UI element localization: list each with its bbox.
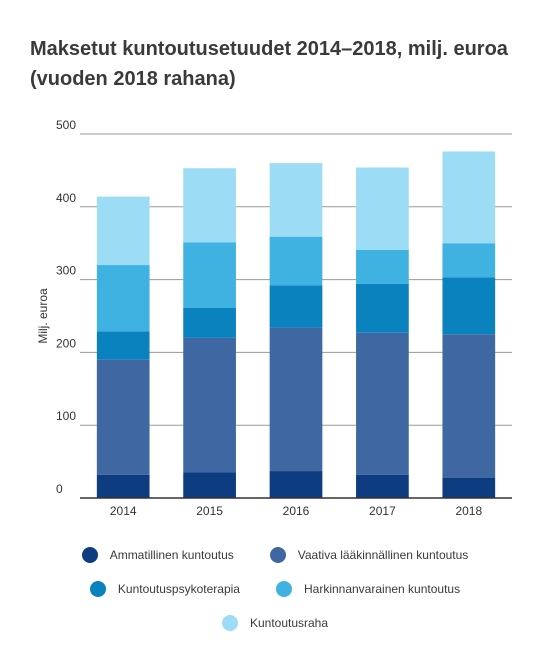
y-tick-label: 200 — [56, 336, 76, 350]
bar-segment — [442, 243, 496, 278]
stacked-bar-chart: 0 100 200 300 400 500 Milj. euroa 2014 2015 2016 2… — [36, 118, 512, 518]
chart-legend: Ammatillinen kuntoutus Vaativa lääkinnäl… — [0, 538, 550, 640]
bar-segment — [183, 242, 236, 308]
bar-segment — [96, 196, 150, 266]
legend-item-ammatillinen[interactable]: Ammatillinen kuntoutus — [81, 547, 234, 563]
legend-label-ammatillinen: Ammatillinen kuntoutus — [109, 548, 234, 562]
legend-label-psykoterapia: Kuntoutuspsykoterapia — [117, 582, 240, 596]
bar-segment — [96, 474, 150, 498]
x-tick-label: 2014 — [110, 504, 137, 518]
bar-segment — [183, 307, 236, 338]
y-tick-label: 300 — [56, 264, 76, 278]
y-tick-label: 0 — [56, 482, 63, 496]
legend-row: Ammatillinen kuntoutus Vaativa lääkinnäl… — [0, 538, 550, 572]
bar-segment — [269, 471, 323, 498]
bar-segment — [96, 331, 150, 360]
y-tick-label: 400 — [56, 191, 76, 205]
legend-swatch-ammatillinen — [81, 547, 98, 563]
bar-segment — [183, 168, 236, 243]
chart-title: Maksetut kuntoutusetuudet 2014–2018, mil… — [30, 38, 508, 90]
legend-swatch-psykoterapia — [89, 581, 106, 597]
bar-segment — [356, 249, 409, 284]
x-tick-label: 2018 — [455, 504, 482, 518]
legend-swatch-kuntoutusraha — [221, 615, 238, 631]
bar-segment — [269, 163, 323, 237]
legend-label-harkinnanvarainen: Harkinnanvarainen kuntoutus — [303, 582, 461, 596]
bar-segment — [442, 151, 496, 244]
bar-segment — [183, 337, 236, 473]
bar-segment — [96, 265, 150, 332]
bar-segment — [269, 236, 323, 286]
bar-segment — [442, 334, 496, 478]
legend-row: Kuntoutuspsykoterapia Harkinnanvarainen … — [0, 572, 550, 606]
legend-label-vaativa: Vaativa lääkinnällinen kuntoutus — [297, 548, 469, 562]
bar-segment — [183, 472, 236, 498]
bar-segment — [442, 277, 496, 335]
legend-item-vaativa[interactable]: Vaativa lääkinnällinen kuntoutus — [269, 547, 469, 563]
bar-segment — [442, 477, 496, 498]
legend-item-psykoterapia[interactable]: Kuntoutuspsykoterapia — [89, 581, 240, 597]
legend-swatch-vaativa — [269, 547, 286, 563]
x-tick-label: 2017 — [369, 504, 396, 518]
bar-segment — [356, 283, 409, 333]
bar-segment — [356, 167, 409, 250]
bar-segment — [269, 285, 323, 328]
y-axis-label: Milj. euroa — [36, 288, 50, 344]
legend-swatch-harkinnanvarainen — [275, 581, 292, 597]
x-tick-label: 2015 — [196, 504, 223, 518]
bar-segment — [96, 359, 150, 475]
legend-row: Kuntoutusraha — [0, 606, 550, 640]
legend-item-harkinnanvarainen[interactable]: Harkinnanvarainen kuntoutus — [275, 581, 461, 597]
bar-segment — [356, 474, 409, 498]
x-tick-label: 2016 — [283, 504, 310, 518]
legend-item-kuntoutusraha[interactable]: Kuntoutusraha — [221, 615, 329, 631]
legend-label-kuntoutusraha: Kuntoutusraha — [249, 616, 329, 630]
bar-segment — [356, 332, 409, 475]
y-tick-label: 100 — [56, 409, 76, 423]
bar-segment — [269, 327, 323, 472]
y-tick-label: 500 — [56, 118, 76, 132]
